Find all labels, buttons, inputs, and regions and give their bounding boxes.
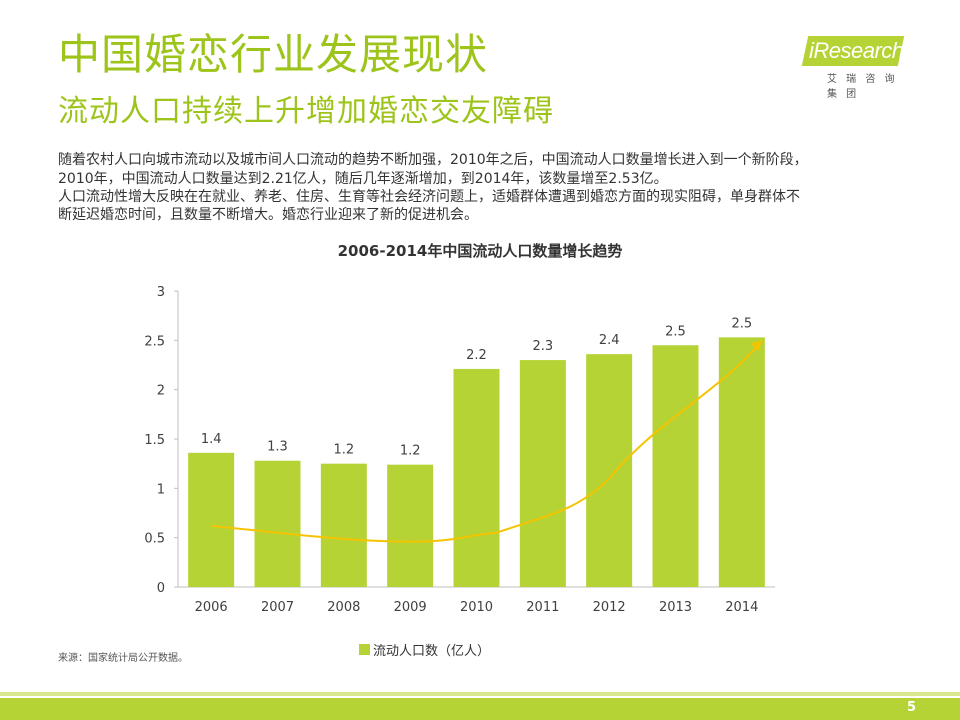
y-tick-label: 1 [157,482,165,497]
y-tick-label: 0.5 [144,532,165,547]
body-text-line-4: 断延迟婚恋时间，且数量不断增大。婚恋行业迎来了新的促进机会。 [58,207,478,223]
data-label-2006: 1.4 [201,432,222,447]
x-tick-label-2008: 2008 [327,600,360,615]
logo-text: iResearch [809,38,904,63]
legend-label: 流动人口数（亿人） [373,644,491,659]
bar-2014 [718,337,765,587]
bar-2010 [453,368,500,587]
y-tick-label: 0 [157,581,165,596]
trend-curve [211,339,763,543]
x-tick-label-2011: 2011 [526,600,559,615]
y-tick-label: 2.5 [144,334,165,349]
data-label-2009: 1.2 [400,444,421,459]
bar-2006 [188,452,235,587]
page-subtitle: 流动人口持续上升增加婚恋交友障碍 [58,94,554,129]
body-text-line-3: 人口流动性增大反映在在就业、养老、住房、生育等社会经济问题上，适婚群体遭遇到婚恋… [58,189,800,205]
bar-2013 [652,345,699,587]
body-text-line-2: 2010年，中国流动人口数量达到2.21亿人，随后几年逐渐增加，到2014年，该… [58,171,668,187]
x-tick-label-2009: 2009 [394,600,427,615]
x-tick-label-2014: 2014 [725,600,758,615]
data-label-2014: 2.5 [731,316,752,331]
footer-stripe [0,692,960,696]
x-tick-label-2010: 2010 [460,600,493,615]
page-number: 5 [906,700,916,715]
x-tick-label-2006: 2006 [195,600,228,615]
trend-arrowhead [750,340,762,352]
data-label-2008: 1.2 [333,443,354,458]
data-label-2011: 2.3 [532,339,553,354]
data-label-2012: 2.4 [599,333,620,348]
bar-2008 [320,463,367,587]
iresearch-logo: iResearch 艾 瑞 咨 询 集 团 [801,36,915,100]
body-text-line-1: 随着农村人口向城市流动以及城市间人口流动的趋势不断加强，2010年之后，中国流动… [58,152,808,168]
data-label-2007: 1.3 [267,440,288,455]
y-tick-label: 3 [157,285,165,300]
chart-legend: 流动人口数（亿人） [359,640,490,659]
logo-subtext: 艾 瑞 咨 询 集 团 [827,74,898,100]
bar-2007 [254,460,301,587]
x-tick-label-2007: 2007 [261,600,294,615]
data-label-2010: 2.2 [466,348,487,363]
bar-2009 [387,464,434,587]
source-note: 来源：国家统计局公开数据。 [58,653,188,664]
footer-bar [0,698,960,720]
bar-2012 [586,354,633,587]
legend-swatch [359,644,370,655]
x-tick-label-2013: 2013 [659,600,692,615]
data-label-2013: 2.5 [665,324,686,339]
chart-title: 2006-2014年中国流动人口数量增长趋势 [337,242,623,260]
bar-2011 [519,360,566,587]
y-tick-label: 1.5 [144,433,165,448]
x-tick-label-2012: 2012 [593,600,626,615]
y-tick-label: 2 [157,384,165,399]
page-title: 中国婚恋行业发展现状 [58,30,489,79]
